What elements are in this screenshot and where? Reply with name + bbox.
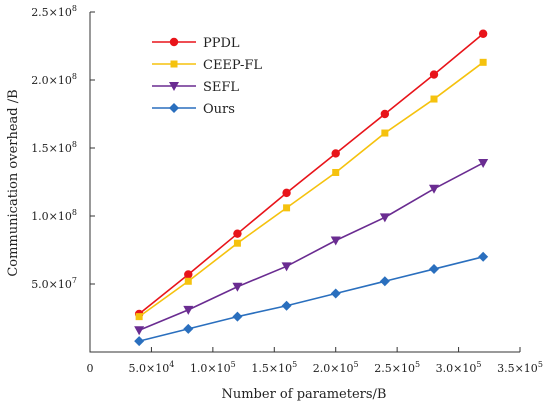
data-point-sefl	[330, 236, 341, 246]
data-point-ours	[379, 276, 390, 287]
data-point-ours	[232, 311, 243, 322]
y-tick-exponent: 8	[72, 140, 77, 149]
series-line-ppdl	[138, 33, 484, 315]
x-tick-label: 5.0×104	[129, 360, 175, 375]
data-point-ppdl	[331, 149, 340, 158]
x-tick-label: 3.0×105	[436, 360, 482, 375]
y-tick-label: 1.0×108	[31, 208, 77, 223]
data-point-ours	[183, 323, 194, 334]
x-tick-label: 1.0×105	[190, 360, 236, 375]
data-point-sefl	[232, 282, 243, 292]
series-ceep-fl	[135, 58, 487, 321]
x-tick-label: 3.5×105	[497, 360, 543, 375]
y-tick-exponent: 8	[72, 208, 77, 217]
data-point-ceep-fl	[381, 129, 389, 137]
tick-labels: 0 5.0×104 1.0×105 1.5×105 2.0×105 2.5×105 3.0×…	[31, 4, 543, 375]
data-point-ours	[330, 288, 341, 299]
data-point-ours	[429, 264, 439, 275]
data-point-sefl	[379, 213, 390, 223]
series-sefl	[134, 158, 489, 336]
data-point-ppdl	[282, 188, 291, 198]
plot-series	[134, 29, 489, 347]
x-tick-label: 1.5×105	[251, 360, 297, 375]
data-point-ppdl	[429, 70, 439, 79]
data-point-ceep-fl	[135, 313, 143, 321]
legend-label: Ours	[203, 102, 235, 117]
series-line-sefl	[138, 162, 484, 331]
legend: PPDL CEEP-FL SEFL Ours	[152, 36, 262, 117]
legend-marker	[170, 60, 178, 68]
legend-marker	[169, 37, 179, 47]
legend-item-ppdl: PPDL	[152, 36, 240, 51]
data-point-sefl	[183, 305, 194, 315]
y-tick-label: 2.5×108	[31, 4, 77, 19]
y-tick-exponent: 8	[72, 4, 77, 13]
data-point-ceep-fl	[479, 58, 487, 66]
y-tick-label: 5.0×107	[31, 276, 77, 291]
legend-label: PPDL	[203, 36, 240, 51]
x-tick-exponent: 5	[415, 360, 420, 369]
series-line-ours	[138, 256, 484, 342]
series-ppdl	[134, 29, 488, 319]
data-point-sefl	[281, 262, 292, 272]
data-point-ceep-fl	[283, 204, 291, 212]
data-point-ppdl	[380, 109, 390, 119]
data-point-sefl	[429, 184, 439, 194]
legend-item-ours: Ours	[152, 102, 235, 117]
x-tick-label: 0	[87, 362, 94, 375]
x-tick-exponent: 5	[476, 360, 481, 369]
x-tick-exponent: 5	[354, 360, 359, 369]
data-point-ours	[478, 251, 489, 262]
legend-label: SEFL	[203, 80, 239, 95]
data-point-ours	[134, 336, 145, 347]
data-point-sefl	[478, 158, 489, 168]
legend-marker	[169, 103, 179, 113]
data-point-ceep-fl	[332, 168, 340, 176]
data-point-ceep-fl	[430, 95, 438, 103]
x-tick-exponent: 5	[292, 360, 297, 369]
legend-item-sefl: SEFL	[152, 80, 239, 95]
x-tick-label: 2.0×105	[313, 360, 359, 375]
series-ours	[134, 251, 489, 347]
y-axis-label: Communication overhead /B	[6, 89, 21, 276]
legend-marker	[169, 82, 179, 91]
data-point-ceep-fl	[233, 239, 241, 247]
x-axis-label: Number of parameters/B	[221, 387, 386, 402]
series-line-ceep-fl	[138, 61, 484, 318]
data-point-ours	[281, 300, 292, 311]
y-tick-label: 2.0×108	[31, 72, 77, 87]
data-point-ppdl	[184, 270, 193, 279]
data-point-ceep-fl	[184, 277, 192, 285]
y-tick-exponent: 8	[72, 72, 77, 81]
x-tick-exponent: 4	[169, 360, 174, 369]
y-tick-exponent: 7	[72, 276, 77, 285]
data-point-ppdl	[233, 229, 242, 238]
legend-label: CEEP-FL	[203, 58, 262, 73]
x-tick-exponent: 5	[538, 360, 543, 369]
x-tick-exponent: 5	[231, 360, 236, 369]
y-tick-label: 1.5×108	[31, 140, 77, 155]
data-point-sefl	[134, 326, 145, 336]
legend-item-ceep-fl: CEEP-FL	[152, 58, 262, 73]
data-point-ppdl	[478, 29, 488, 38]
x-tick-label: 2.5×105	[374, 360, 420, 375]
